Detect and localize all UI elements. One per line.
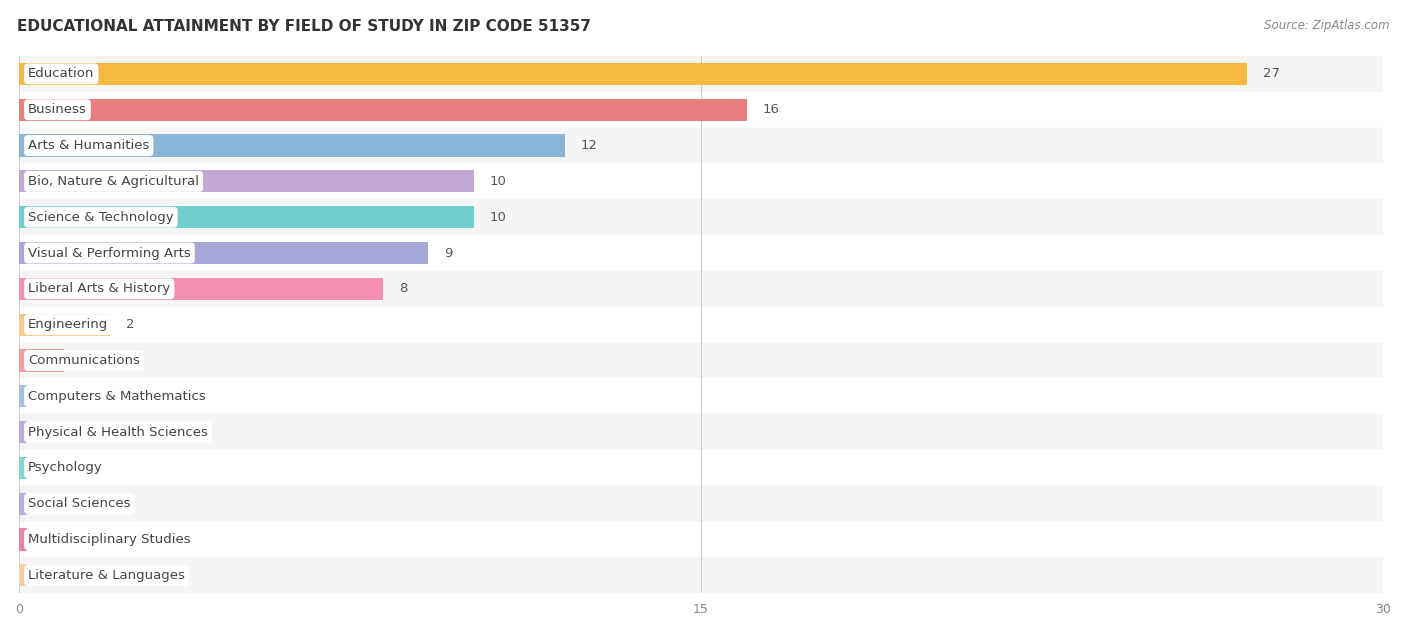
Bar	[20, 350, 65, 372]
Text: 0: 0	[44, 533, 52, 546]
Bar	[20, 421, 27, 443]
Bar	[20, 486, 1384, 522]
Text: Psychology: Psychology	[28, 461, 103, 475]
Bar	[20, 278, 382, 300]
Text: EDUCATIONAL ATTAINMENT BY FIELD OF STUDY IN ZIP CODE 51357: EDUCATIONAL ATTAINMENT BY FIELD OF STUDY…	[17, 19, 591, 34]
Text: Social Sciences: Social Sciences	[28, 497, 131, 510]
Text: Multidisciplinary Studies: Multidisciplinary Studies	[28, 533, 191, 546]
Text: Bio, Nature & Agricultural: Bio, Nature & Agricultural	[28, 175, 200, 188]
Text: 0: 0	[44, 497, 52, 510]
Bar	[20, 170, 474, 192]
Bar	[20, 98, 747, 121]
Bar	[20, 457, 27, 479]
Text: Liberal Arts & History: Liberal Arts & History	[28, 282, 170, 295]
Text: Physical & Health Sciences: Physical & Health Sciences	[28, 425, 208, 439]
Text: 0: 0	[44, 390, 52, 403]
Bar	[20, 242, 429, 264]
Bar	[20, 528, 27, 551]
Text: Source: ZipAtlas.com: Source: ZipAtlas.com	[1264, 19, 1389, 32]
Bar	[20, 564, 27, 586]
Text: Visual & Performing Arts: Visual & Performing Arts	[28, 247, 191, 259]
Bar	[20, 163, 1384, 199]
Bar	[20, 92, 1384, 127]
Bar	[20, 199, 1384, 235]
Bar	[20, 385, 27, 408]
Text: 0: 0	[44, 461, 52, 475]
Text: 16: 16	[762, 103, 779, 116]
Text: 10: 10	[489, 211, 506, 224]
Bar	[20, 314, 110, 336]
Text: Communications: Communications	[28, 354, 141, 367]
Text: 8: 8	[399, 282, 408, 295]
Bar	[20, 127, 1384, 163]
Bar	[20, 343, 1384, 379]
Text: Business: Business	[28, 103, 87, 116]
Text: Engineering: Engineering	[28, 318, 108, 331]
Bar	[20, 557, 1384, 593]
Text: 1: 1	[80, 354, 89, 367]
Text: 9: 9	[444, 247, 453, 259]
Bar	[20, 522, 1384, 557]
Text: 0: 0	[44, 425, 52, 439]
Bar	[20, 271, 1384, 307]
Text: 12: 12	[581, 139, 598, 152]
Bar	[20, 134, 565, 156]
Text: 27: 27	[1263, 68, 1279, 80]
Bar	[20, 450, 1384, 486]
Text: 10: 10	[489, 175, 506, 188]
Bar	[20, 307, 1384, 343]
Text: Literature & Languages: Literature & Languages	[28, 569, 186, 582]
Bar	[20, 493, 27, 515]
Text: Education: Education	[28, 68, 94, 80]
Text: 2: 2	[127, 318, 135, 331]
Text: Arts & Humanities: Arts & Humanities	[28, 139, 149, 152]
Text: Computers & Mathematics: Computers & Mathematics	[28, 390, 205, 403]
Bar	[20, 379, 1384, 414]
Bar	[20, 56, 1384, 92]
Text: 0: 0	[44, 569, 52, 582]
Bar	[20, 63, 1247, 85]
Bar	[20, 206, 474, 228]
Text: Science & Technology: Science & Technology	[28, 211, 174, 224]
Bar	[20, 414, 1384, 450]
Bar	[20, 235, 1384, 271]
